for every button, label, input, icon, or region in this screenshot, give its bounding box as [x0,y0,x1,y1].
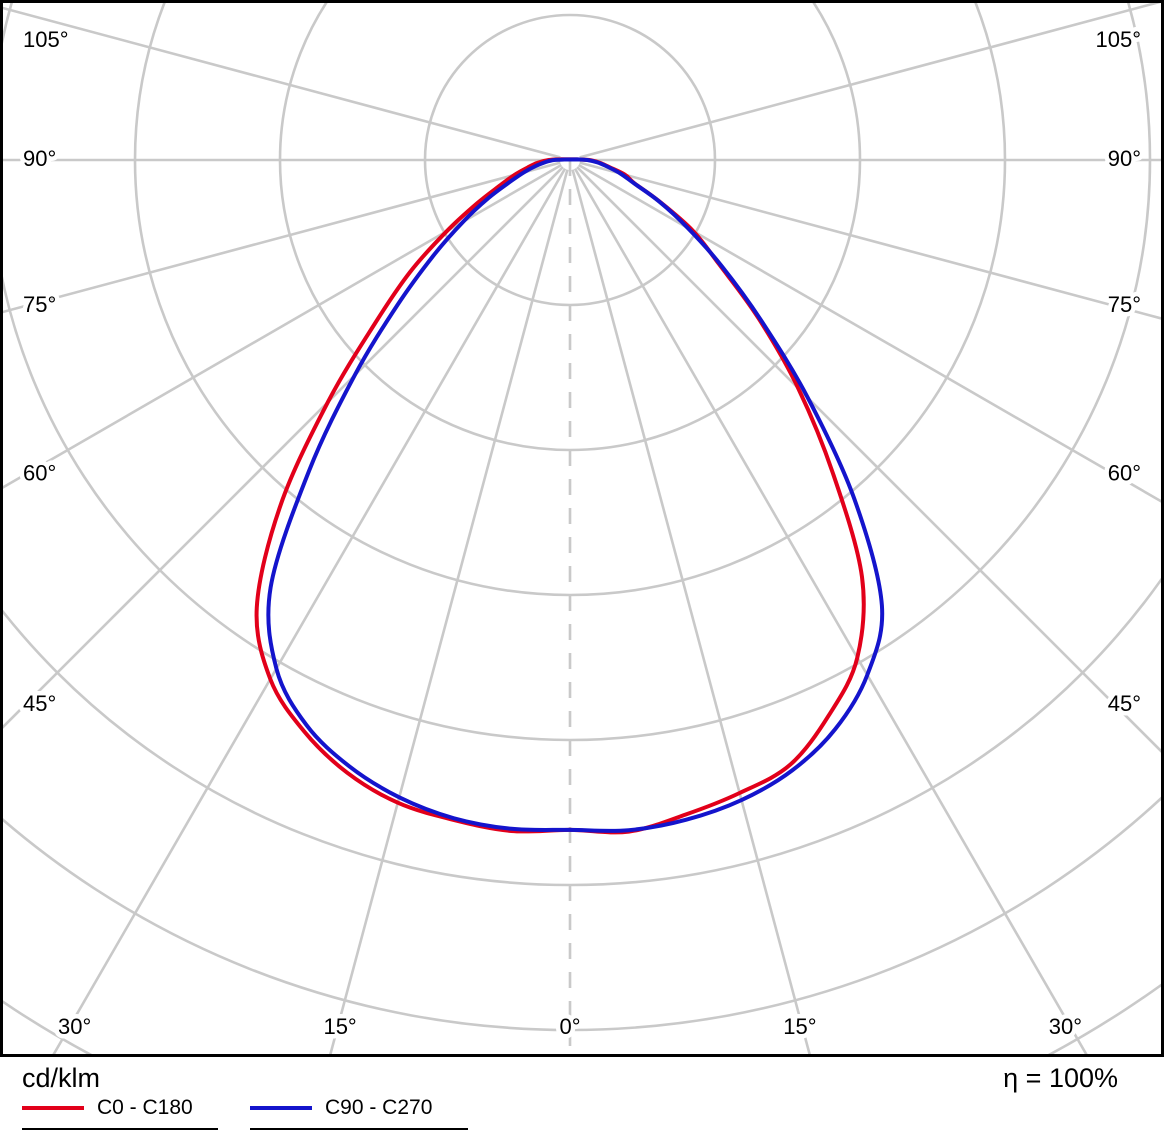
legend-label-c90-c270: C90 - C270 [325,1096,433,1119]
legend: C0 - C180 C90 - C270 [0,1096,1164,1130]
angle-label-left: 105° [23,27,69,52]
angle-label-bottom: 15° [323,1014,356,1039]
grid-ring [133,3,1007,597]
grid-radial-line [3,6,561,159]
grid-radial-line [329,169,569,1054]
angle-label-bottom: 30° [1049,1014,1082,1039]
grid-radial-line [578,163,1161,503]
angle-label-bottom: 30° [58,1014,91,1039]
angle-label-right: 45° [1108,691,1141,716]
grid-radial-line [3,166,564,729]
angle-label-left: 45° [23,691,56,716]
angle-label-bottom: 0° [559,1014,580,1039]
grid-ring [3,577,1161,887]
caption-area: cd/klm η = 100% C0 - C180 C90 - C270 [0,1057,1164,1140]
polar-chart: 105° 105° 90° 90° 75° 75° 60° 60° 45° 45° 30° 15° 0°… [0,0,1164,1057]
grid-radial-line [3,161,561,314]
legend-line-blue-icon [250,1106,312,1110]
efficiency-label: η = 100% [1003,1063,1118,1093]
angle-label-right: 75° [1108,292,1141,317]
polar-chart-svg: 105° 105° 90° 90° 75° 75° 60° 60° 45° 45° 30° 15° 0°… [3,3,1161,1054]
curve-c90-c270 [266,157,885,833]
grid-radial-line [573,168,1088,1054]
legend-label-c0-c180: C0 - C180 [97,1096,193,1119]
grid-radial-line [579,161,1161,320]
angle-label-left: 75° [23,292,56,317]
angle-label-right: 90° [1108,146,1141,171]
angle-label-bottom: 15° [783,1014,816,1039]
angle-label-left: 90° [23,146,56,171]
angle-label-right: 60° [1108,460,1141,485]
curve-c0-c180 [254,157,866,835]
caption-row: cd/klm η = 100% [0,1057,1164,1093]
grid-radial-line [3,163,562,489]
grid-radial-line [571,169,811,1054]
grid-radial-line [576,166,1161,753]
grid-radial-line [579,3,1161,159]
angle-label-right: 105° [1095,27,1141,52]
grid-radial-line [52,168,567,1054]
legend-item-c90-c270: C90 - C270 [250,1096,468,1130]
legend-item-c0-c180: C0 - C180 [22,1096,218,1130]
angle-label-left: 60° [23,460,56,485]
grid-ring [3,3,1152,742]
units-label: cd/klm [22,1063,101,1093]
legend-line-red-icon [22,1106,84,1110]
